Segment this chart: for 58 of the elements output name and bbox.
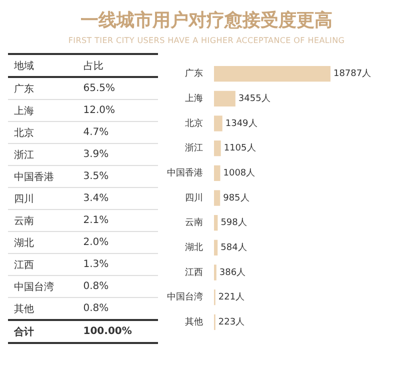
text: FIRST TIER CITY USERS HAVE A HIGHER ACCEPTANCE OF HEALING (67, 36, 346, 45)
category-label: 中国香港 (8, 166, 78, 188)
y-tick-label: 湖北 (185, 242, 203, 254)
y-tick-label: 浙江 (185, 142, 203, 154)
category-label: 浙江 (8, 144, 78, 166)
data-label: 221人 (218, 292, 245, 303)
text: 3.5% (83, 171, 109, 182)
text: 地域 (8, 54, 78, 77)
data-label: 3455人 (238, 93, 270, 104)
bar (214, 165, 220, 181)
y-tick-label: 四川 (185, 192, 203, 204)
category-label: 上海 (8, 100, 78, 122)
category-label: 四川 (8, 188, 78, 210)
text: 100.00% (83, 326, 132, 337)
data-label: 386人 (219, 266, 246, 278)
data-label: 1349人 (225, 118, 258, 129)
y-tick-label: 江西 (185, 266, 203, 278)
data-label: 1105人 (224, 142, 256, 154)
text: 2.1% (83, 215, 109, 226)
y-tick-label: 其他 (185, 316, 203, 328)
category-label: 江西 (8, 254, 78, 276)
category-label: 其他 (8, 298, 78, 320)
y-tick-label: 中国香港 (167, 168, 203, 179)
bar (214, 116, 222, 132)
text: 2.0% (83, 237, 109, 248)
y-tick-label: 北京 (185, 118, 203, 129)
bar (214, 66, 330, 82)
bar (214, 215, 218, 231)
data-label: 18787人 (333, 68, 372, 80)
category-label: 广东 (8, 77, 78, 100)
data-label: 985人 (223, 192, 250, 204)
y-tick-label: 广东 (185, 68, 203, 80)
bar (214, 240, 218, 256)
text: 3.9% (83, 149, 109, 160)
text: 3.4% (83, 193, 109, 204)
bar (214, 90, 236, 106)
text: 一线城市用户对疗愈接受度更高 (80, 9, 334, 32)
text: 1.3% (83, 259, 109, 270)
data-label: 1008人 (223, 168, 256, 179)
category-label: 云南 (8, 210, 78, 232)
text: 0.8% (83, 281, 109, 292)
category-label: 湖北 (8, 232, 78, 254)
category-label: 中国台湾 (8, 276, 78, 298)
y-tick-label: 中国台湾 (167, 292, 203, 303)
text: 4.7% (83, 127, 109, 138)
category-label: 合计 (8, 320, 78, 343)
bar (214, 140, 221, 156)
data-label: 598人 (220, 217, 247, 228)
text: 0.8% (83, 303, 109, 314)
text: 65.5% (83, 83, 116, 94)
bar (214, 190, 220, 206)
data-label: 223人 (218, 316, 245, 328)
data-label: 584人 (220, 242, 247, 254)
text: 占比 (77, 54, 158, 77)
y-tick-label: 云南 (185, 217, 203, 228)
category-label: 北京 (8, 122, 78, 144)
y-tick-label: 上海 (185, 93, 203, 104)
text: 12.0% (83, 105, 116, 116)
